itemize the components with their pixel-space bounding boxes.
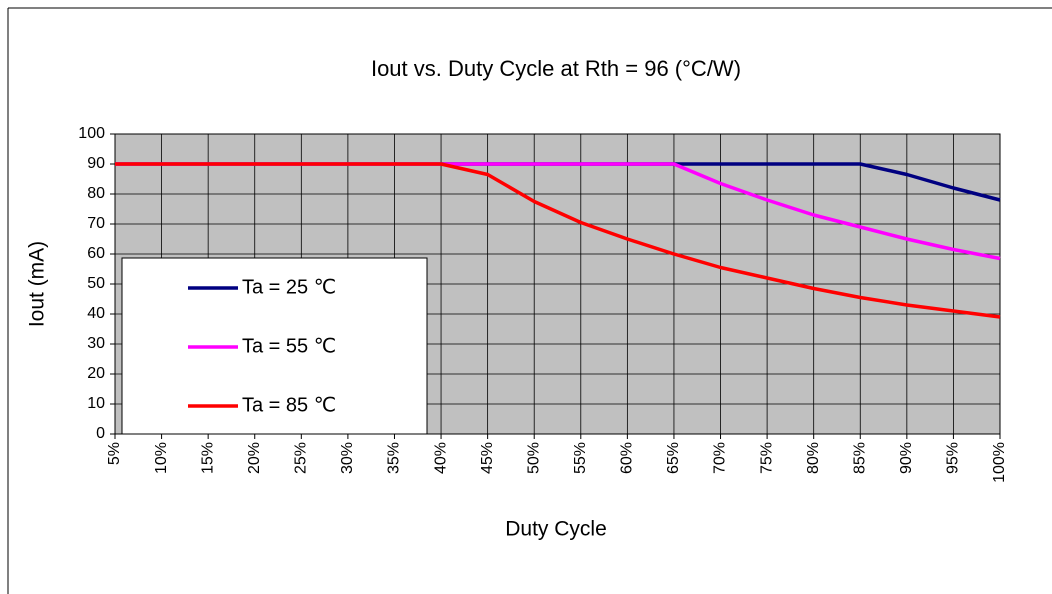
y-tick-label: 20 <box>87 365 105 382</box>
legend-box <box>121 257 428 435</box>
x-tick-label: 100% <box>991 442 1008 483</box>
x-tick-label: 60% <box>619 442 636 474</box>
y-tick-label: 70 <box>87 215 105 232</box>
y-tick-label: 0 <box>96 425 105 442</box>
x-tick-label: 70% <box>712 442 729 474</box>
x-tick-label: 75% <box>758 442 775 474</box>
y-tick-label: 90 <box>87 155 105 172</box>
y-axis-label: Iout (mA) <box>26 241 49 327</box>
x-tick-label: 35% <box>386 442 403 474</box>
x-tick-label: 30% <box>339 442 356 474</box>
x-tick-label: 65% <box>665 442 682 474</box>
x-tick-label: 55% <box>572 442 589 474</box>
y-tick-label: 100 <box>78 125 105 142</box>
x-tick-label: 10% <box>153 442 170 474</box>
x-tick-label: 90% <box>898 442 915 474</box>
x-axis-label: Duty Cycle <box>505 518 607 541</box>
x-tick-label: 40% <box>432 442 449 474</box>
x-tick-label: 80% <box>805 442 822 474</box>
series-line <box>115 162 1001 319</box>
x-tick-label: 20% <box>246 442 263 474</box>
x-tick-label: 45% <box>479 442 496 474</box>
legend-label: Ta = 55 ℃ <box>242 335 336 357</box>
x-tick-label: 85% <box>851 442 868 474</box>
y-tick-label: 80 <box>87 185 105 202</box>
y-tick-label: 50 <box>87 275 105 292</box>
x-tick-label: 5% <box>106 442 123 465</box>
legend-label: Ta = 85 ℃ <box>242 394 336 416</box>
y-tick-label: 30 <box>87 335 105 352</box>
legend-label: Ta = 25 ℃ <box>242 276 336 298</box>
y-tick-label: 40 <box>87 305 105 322</box>
x-tick-label: 15% <box>199 442 216 474</box>
x-tick-label: 25% <box>293 442 310 474</box>
chart-title: Iout vs. Duty Cycle at Rth = 96 (°C/W) <box>371 56 741 81</box>
y-tick-label: 10 <box>87 395 105 412</box>
x-tick-label: 50% <box>525 442 542 474</box>
y-tick-label: 60 <box>87 245 105 262</box>
x-tick-label: 95% <box>945 442 962 474</box>
